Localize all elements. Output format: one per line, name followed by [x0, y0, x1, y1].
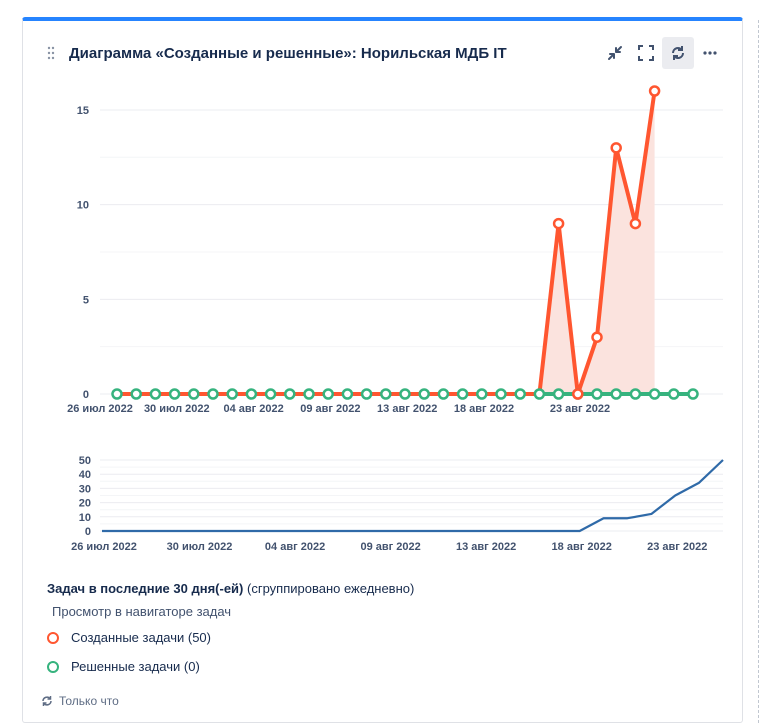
mini-x-tick-label: 13 авг 2022	[456, 541, 516, 553]
x-tick-label: 26 июл 2022	[67, 403, 133, 415]
y-tick-label: 5	[83, 294, 89, 306]
refresh-icon	[672, 46, 684, 60]
resolved-point	[130, 388, 142, 400]
minimize-button[interactable]	[599, 37, 631, 69]
resolved-point	[456, 388, 469, 400]
last-updated-text: Только что	[59, 694, 119, 708]
cumulative-line	[102, 459, 724, 533]
x-tick-label: 30 июл 2022	[144, 403, 210, 415]
chart-summary: Задач в последние 30 дня(-ей) (сгруппиро…	[47, 581, 414, 596]
issue-navigator-link[interactable]: Просмотр в навигаторе задач	[52, 604, 232, 619]
gadget-header: Диаграмма «Созданные и решенные»: Нориль…	[23, 21, 742, 85]
mini-y-tick-label: 20	[79, 498, 91, 510]
column-divider	[758, 20, 760, 723]
refresh-small-icon	[42, 696, 52, 706]
resolved-point	[303, 388, 315, 400]
created-point	[572, 388, 584, 400]
fullscreen-button[interactable]	[630, 37, 662, 69]
resolved-point	[264, 388, 277, 400]
x-tick-label: 04 авг 2022	[223, 403, 283, 415]
created-area	[117, 91, 655, 394]
resolved-point	[418, 388, 430, 400]
mini-y-tick-label: 30	[79, 483, 91, 495]
resolved-point	[476, 388, 488, 400]
resolved-point	[610, 388, 622, 400]
summary-grouping: (сгруппировано ежедневно)	[247, 581, 415, 596]
resolved-point	[437, 388, 450, 400]
drag-handle-icon[interactable]	[47, 46, 55, 60]
resolved-point	[111, 388, 123, 400]
last-updated[interactable]: Только что	[41, 694, 119, 708]
resolved-point	[668, 388, 680, 400]
fullscreen-icon	[638, 45, 654, 61]
more-options-button[interactable]	[694, 37, 726, 69]
resolved-point	[380, 388, 392, 400]
resolved-point	[188, 388, 200, 400]
created-point	[648, 85, 661, 97]
resolved-point	[226, 388, 238, 400]
mini-x-tick-label: 30 июл 2022	[167, 541, 233, 553]
mini-y-tick-label: 0	[85, 526, 91, 538]
created-series-icon	[47, 631, 59, 644]
created-point	[610, 142, 622, 154]
summary-period: Задач в последние 30 дня(-ей)	[47, 581, 244, 596]
legend-created-label: Созданные задачи (50)	[71, 630, 211, 645]
x-tick-label: 23 авг 2022	[550, 403, 610, 415]
mini-x-tick-label: 23 авг 2022	[647, 541, 707, 553]
resolved-point	[629, 388, 642, 400]
x-tick-label: 13 авг 2022	[377, 403, 437, 415]
created-point	[591, 331, 603, 343]
mini-y-tick-label: 10	[79, 512, 91, 524]
resolved-point	[648, 388, 661, 400]
more-icon	[703, 51, 717, 55]
refresh-button[interactable]	[662, 37, 694, 69]
minimize-icon	[608, 46, 622, 60]
resolved-point	[341, 388, 354, 400]
resolved-point	[687, 388, 699, 400]
x-tick-label: 18 авг 2022	[454, 403, 514, 415]
y-tick-label: 15	[77, 105, 89, 117]
y-tick-label: 10	[77, 200, 89, 212]
legend-item-created[interactable]: Созданные задачи (50)	[47, 630, 211, 645]
legend-block: Задач в последние 30 дня(-ей) (сгруппиро…	[47, 581, 414, 674]
resolved-point	[207, 388, 219, 400]
created-resolved-chart[interactable]: 0 5 10 15 26 июл 2022 30 июл 2022 04 авг 2022 0…	[23, 21, 742, 421]
legend-item-resolved[interactable]: Решенные задачи (0)	[47, 659, 200, 674]
gadget-panel: Диаграмма «Созданные и решенные»: Нориль…	[22, 17, 743, 723]
resolved-point	[514, 388, 526, 400]
mini-y-tick-label: 40	[79, 469, 91, 481]
x-tick-label: 09 авг 2022	[300, 403, 360, 415]
resolved-point	[168, 388, 181, 400]
gadget-title: Диаграмма «Созданные и решенные»: Нориль…	[69, 45, 507, 62]
resolved-point	[495, 388, 507, 400]
mini-x-tick-label: 26 июл 2022	[71, 541, 137, 553]
mini-y-tick-label: 50	[79, 455, 91, 467]
resolved-series-icon	[47, 660, 59, 673]
created-point	[552, 217, 565, 230]
resolved-point	[245, 388, 258, 400]
resolved-point	[149, 388, 162, 400]
mini-x-tick-label: 04 авг 2022	[265, 541, 325, 553]
legend-resolved-label: Решенные задачи (0)	[71, 659, 200, 674]
resolved-point	[399, 388, 411, 400]
resolved-point	[533, 388, 546, 400]
resolved-point	[552, 388, 565, 400]
mini-x-tick-label: 09 авг 2022	[360, 541, 420, 553]
resolved-point	[284, 388, 296, 400]
resolved-point	[322, 388, 334, 400]
y-tick-label: 0	[83, 389, 89, 401]
resolved-point	[360, 388, 373, 400]
created-point	[629, 217, 642, 230]
resolved-point	[591, 388, 603, 400]
mini-x-tick-label: 18 авг 2022	[552, 541, 612, 553]
